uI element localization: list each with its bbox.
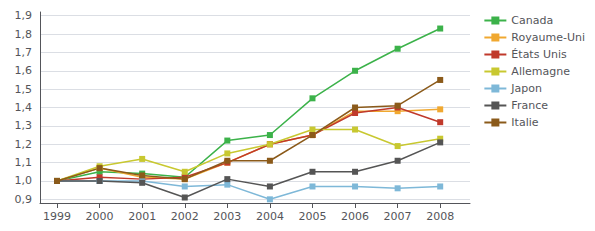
svg-text:1,7: 1,7: [15, 46, 33, 59]
svg-text:États Unis: États Unis: [511, 48, 567, 61]
svg-text:2003: 2003: [213, 210, 241, 223]
svg-text:1,4: 1,4: [15, 101, 33, 114]
svg-text:Italie: Italie: [511, 116, 538, 129]
svg-text:1,2: 1,2: [15, 138, 33, 151]
svg-text:1,3: 1,3: [15, 119, 33, 132]
svg-text:2008: 2008: [426, 210, 454, 223]
svg-text:2001: 2001: [128, 210, 156, 223]
svg-text:1,5: 1,5: [15, 83, 33, 96]
svg-text:1,9: 1,9: [15, 9, 33, 22]
svg-text:2006: 2006: [341, 210, 369, 223]
svg-text:2007: 2007: [384, 210, 412, 223]
svg-text:0,9: 0,9: [15, 193, 33, 206]
svg-text:France: France: [511, 99, 548, 112]
svg-text:2005: 2005: [298, 210, 326, 223]
svg-text:Royaume-Uni: Royaume-Uni: [511, 31, 585, 44]
svg-text:2002: 2002: [171, 210, 199, 223]
svg-text:2004: 2004: [256, 210, 284, 223]
svg-text:1,0: 1,0: [15, 174, 33, 187]
svg-text:Japon: Japon: [510, 82, 542, 95]
svg-text:Canada: Canada: [511, 14, 553, 27]
svg-text:2000: 2000: [86, 210, 114, 223]
svg-text:1,6: 1,6: [15, 64, 33, 77]
svg-text:1,8: 1,8: [15, 28, 33, 41]
svg-text:1,1: 1,1: [15, 156, 33, 169]
svg-text:1999: 1999: [43, 210, 71, 223]
svg-text:Allemagne: Allemagne: [511, 65, 570, 78]
